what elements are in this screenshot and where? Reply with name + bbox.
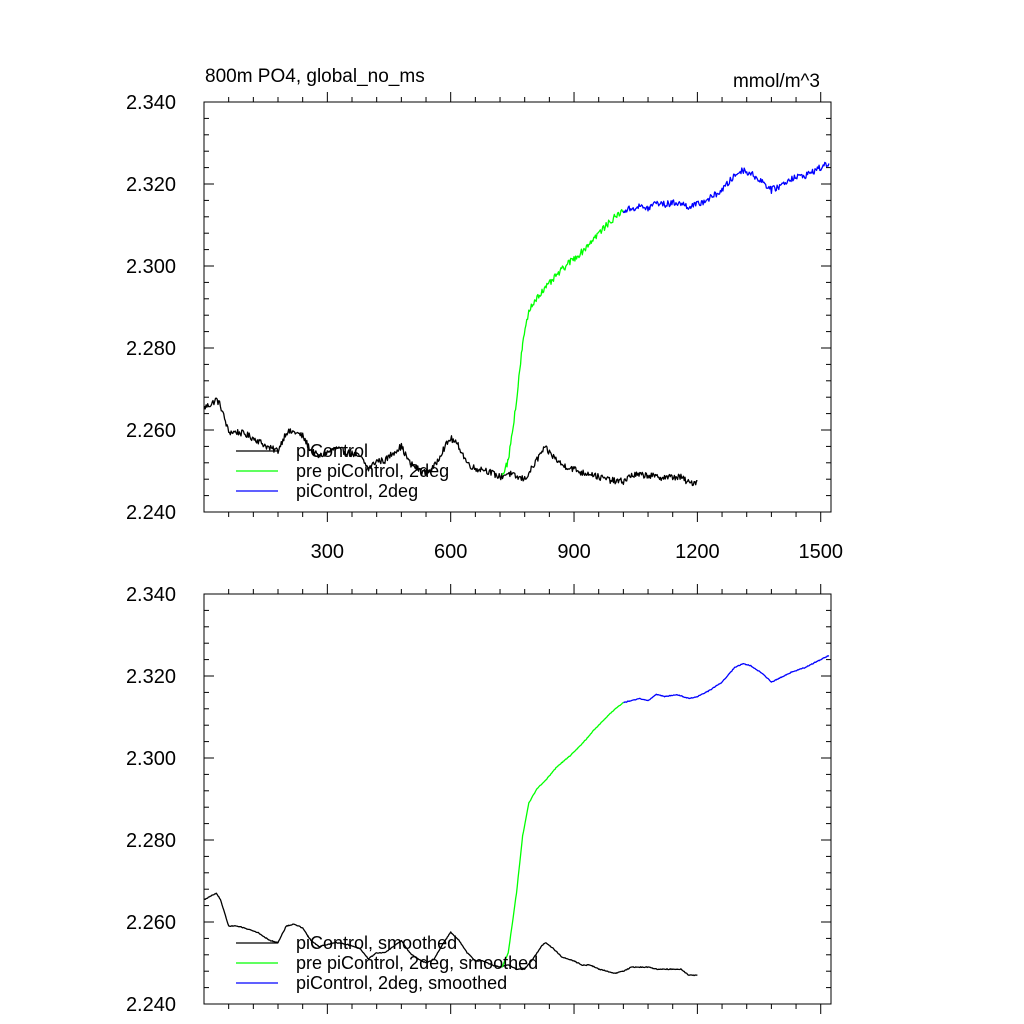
- legend-label: piControl, 2deg: [296, 481, 418, 501]
- y-tick-label: 2.340: [126, 584, 176, 606]
- y-tick-label: 2.300: [126, 748, 176, 770]
- series-line-1: [204, 892, 698, 977]
- plot-frame: [203, 593, 832, 1005]
- legend-label: pre piControl, 2deg: [296, 461, 449, 481]
- bottom-panel: 2.240 2.260 2.280 2.300 2.320 2.340 piControl,…: [126, 584, 832, 1016]
- series-line-3: [623, 654, 830, 704]
- y-tick-label: 2.280: [126, 338, 176, 360]
- y-tick-label: 2.240: [126, 502, 176, 524]
- y-tick-label: 2.320: [126, 174, 176, 196]
- x-tick-label: 1500: [798, 541, 843, 563]
- series-line-2: [501, 702, 624, 968]
- x-tick-label: 600: [434, 541, 467, 563]
- x-tick-label: 300: [311, 541, 344, 563]
- y-tick-label: 2.240: [126, 994, 176, 1016]
- x-tick-label: 900: [557, 541, 590, 563]
- legend-label: pre piControl, 2deg, smoothed: [296, 953, 538, 973]
- series-line-3: [622, 161, 830, 214]
- legend-label: piControl, 2deg, smoothed: [296, 973, 507, 993]
- y-tick-label: 2.280: [126, 830, 176, 852]
- y-tick-label: 2.320: [126, 666, 176, 688]
- series-line-1: [203, 397, 698, 487]
- figure-title: 800m PO4, global_no_ms: [205, 66, 425, 87]
- top-panel: 2.240 2.260 2.280 2.300 2.320 2.340 300 600 900 1…: [126, 92, 843, 563]
- series-line-2: [501, 208, 624, 476]
- y-tick-label: 2.340: [126, 92, 176, 114]
- y-tick-label: 2.260: [126, 420, 176, 442]
- legend-label: piControl, smoothed: [296, 933, 457, 953]
- units-label: mmol/m^3: [733, 71, 820, 92]
- x-tick-label: 1200: [675, 541, 720, 563]
- plot-frame: [203, 101, 832, 513]
- legend-label: piControl: [296, 441, 368, 461]
- y-tick-label: 2.260: [126, 912, 176, 934]
- y-tick-label: 2.300: [126, 256, 176, 278]
